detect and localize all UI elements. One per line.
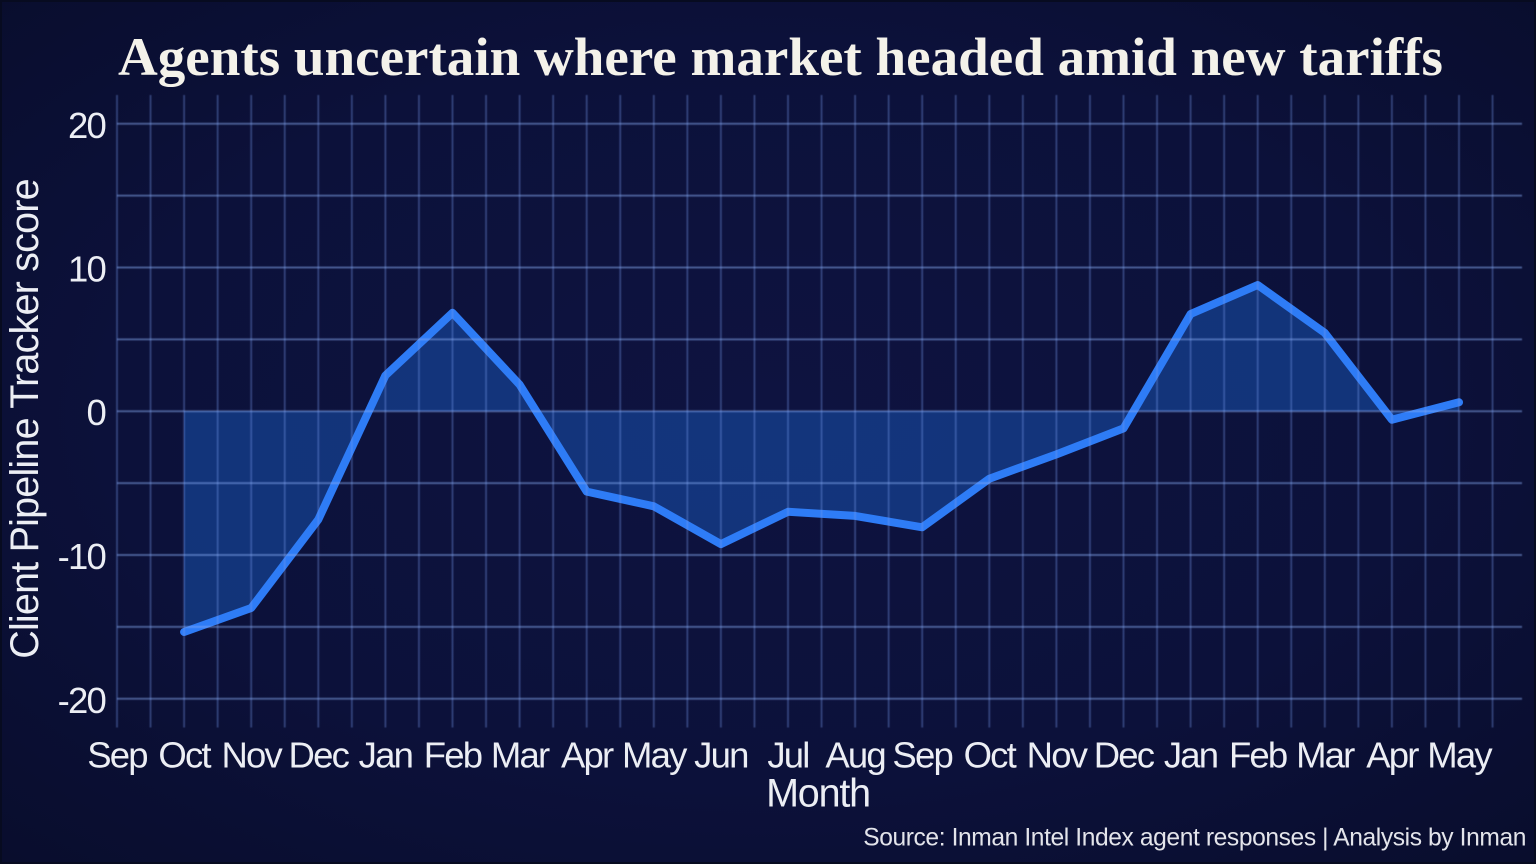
svg-text:Oct: Oct [964, 735, 1017, 776]
svg-text:Jun: Jun [694, 735, 747, 776]
svg-text:Jan: Jan [1164, 735, 1217, 776]
svg-text:Agents uncertain where market: Agents uncertain where market headed ami… [118, 27, 1443, 87]
svg-text:May: May [1427, 735, 1493, 776]
svg-text:Aug: Aug [825, 735, 885, 776]
svg-text:Mar: Mar [1296, 735, 1355, 776]
svg-text:Apr: Apr [1366, 735, 1419, 776]
svg-text:Dec: Dec [289, 735, 350, 776]
svg-text:10: 10 [68, 249, 105, 290]
svg-text:Source: Inman Intel Index agen: Source: Inman Intel Index agent response… [863, 825, 1526, 852]
svg-text:Feb: Feb [424, 735, 482, 776]
svg-text:-20: -20 [58, 680, 106, 721]
svg-text:0: 0 [87, 392, 106, 433]
svg-text:Month: Month [766, 772, 870, 816]
svg-text:Mar: Mar [491, 735, 550, 776]
svg-text:May: May [622, 735, 688, 776]
svg-text:Jul: Jul [767, 735, 808, 776]
svg-text:20: 20 [68, 105, 105, 146]
svg-text:Dec: Dec [1094, 735, 1155, 776]
svg-text:Nov: Nov [1027, 735, 1089, 776]
svg-text:Feb: Feb [1229, 735, 1287, 776]
svg-text:Client Pipeline Tracker score: Client Pipeline Tracker score [3, 179, 47, 659]
svg-text:Sep: Sep [892, 735, 952, 776]
svg-text:Oct: Oct [158, 735, 211, 776]
svg-text:Sep: Sep [87, 735, 147, 776]
svg-text:Apr: Apr [561, 735, 614, 776]
svg-text:Jan: Jan [359, 735, 412, 776]
svg-text:Nov: Nov [221, 735, 283, 776]
svg-text:-10: -10 [58, 536, 106, 577]
